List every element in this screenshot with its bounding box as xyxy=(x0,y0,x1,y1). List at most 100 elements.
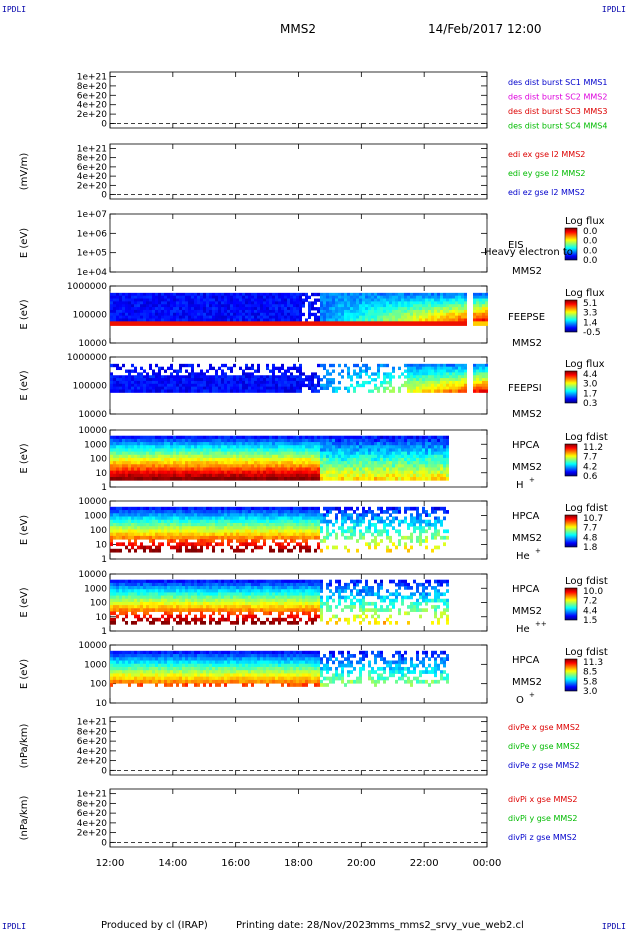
spectrogram-cell xyxy=(158,516,161,521)
spectrogram-cell xyxy=(185,321,188,326)
spectrogram-cell xyxy=(263,473,266,478)
spectrogram-cell xyxy=(146,307,149,311)
spectrogram-cell xyxy=(224,389,227,393)
spectrogram-cell xyxy=(191,366,194,371)
spectrogram-cell xyxy=(224,506,227,511)
spectrogram-cell xyxy=(170,545,173,550)
spectrogram-cell xyxy=(179,298,182,302)
spectrogram-cell xyxy=(197,506,200,511)
spectrogram-cell xyxy=(245,366,248,371)
spectrogram-cell xyxy=(365,307,368,311)
spectrogram-cell xyxy=(233,445,236,449)
spectrogram-cell xyxy=(224,467,227,472)
y-tick-label: 6e+20 xyxy=(77,91,108,101)
spectrogram-cell xyxy=(185,516,188,521)
spectrogram-cell xyxy=(224,304,227,308)
spectrogram-cell xyxy=(425,470,428,475)
spectrogram-cell xyxy=(278,513,281,517)
spectrogram-cell xyxy=(332,292,335,297)
y-tick-label: 100 xyxy=(90,455,107,465)
spectrogram-cell xyxy=(311,476,314,481)
spectrogram-cell xyxy=(215,292,218,297)
spectrogram-cell xyxy=(179,321,182,326)
spectrogram-cell xyxy=(275,380,278,385)
spectrogram-cell xyxy=(212,438,215,443)
spectrogram-cell xyxy=(158,506,161,511)
spectrogram-cell xyxy=(365,318,368,322)
spectrogram-cell xyxy=(251,522,254,527)
spectrogram-cell xyxy=(236,321,239,326)
spectrogram-cell xyxy=(332,451,335,456)
spectrogram-cell xyxy=(122,292,125,297)
spectrogram-cell xyxy=(200,375,203,379)
spectrogram-cell xyxy=(413,461,416,465)
spectrogram-cell xyxy=(425,445,428,449)
spectrogram-cell xyxy=(305,519,308,524)
spectrogram-cell xyxy=(128,516,131,521)
spectrogram-cell xyxy=(416,369,419,373)
spectrogram-cell xyxy=(203,473,206,478)
spectrogram-cell xyxy=(230,464,233,468)
spectrogram-cell xyxy=(482,315,485,319)
spectrogram-cell xyxy=(377,301,380,305)
spectrogram-cell xyxy=(206,522,209,527)
spectrogram-cell xyxy=(314,529,317,534)
spectrogram-cell xyxy=(191,312,194,317)
spectrogram-cell xyxy=(191,445,194,449)
spectrogram-cell xyxy=(140,522,143,527)
spectrogram-cell xyxy=(428,366,431,371)
spectrogram-cell xyxy=(239,457,242,462)
spectrogram-cell xyxy=(284,532,287,537)
spectrogram-cell xyxy=(188,473,191,478)
spectrogram-cell xyxy=(452,366,455,371)
spectrogram-cell xyxy=(206,510,209,514)
spectrogram-cell xyxy=(188,542,191,547)
spectrogram-cell xyxy=(257,461,260,465)
spectrogram-cell xyxy=(113,378,116,382)
spectrogram-cell xyxy=(113,454,116,459)
spectrogram-cell xyxy=(374,298,377,302)
spectrogram-cell xyxy=(476,295,479,300)
spectrogram-cell xyxy=(443,470,446,475)
spectrogram-cell xyxy=(479,318,482,322)
spectrogram-cell xyxy=(341,464,344,468)
spectrogram-cell xyxy=(209,438,212,443)
spectrogram-cell xyxy=(116,321,119,326)
spectrogram-cell xyxy=(131,519,134,524)
spectrogram-cell xyxy=(365,467,368,472)
spectrogram-cell xyxy=(119,451,122,456)
y-tick-label: 0 xyxy=(101,191,107,201)
spectrogram-cell xyxy=(158,548,161,553)
spectrogram-cell xyxy=(212,435,215,440)
spectrogram-cell xyxy=(428,448,431,453)
spectrogram-cell xyxy=(407,445,410,449)
spectrogram-cell xyxy=(221,448,224,453)
spectrogram-cell xyxy=(344,442,347,446)
spectrogram-cell xyxy=(449,298,452,302)
spectrogram-cell xyxy=(173,510,176,514)
spectrogram-cell xyxy=(263,542,266,547)
spectrogram-cell xyxy=(431,442,434,446)
spectrogram-cell xyxy=(407,363,410,368)
spectrogram-cell xyxy=(320,435,323,440)
spectrogram-cell xyxy=(191,292,194,297)
spectrogram-cell xyxy=(185,510,188,514)
spectrogram-cell xyxy=(374,315,377,319)
spectrogram-cell xyxy=(125,375,128,379)
spectrogram-cell xyxy=(122,380,125,385)
spectrogram-cell xyxy=(119,366,122,371)
spectrogram-cell xyxy=(233,476,236,481)
spectrogram-cell xyxy=(344,307,347,311)
spectrogram-cell xyxy=(287,529,290,534)
spectrogram-cell xyxy=(158,442,161,446)
spectrogram-cell xyxy=(212,535,215,540)
spectrogram-cell xyxy=(410,467,413,472)
spectrogram-cell xyxy=(269,442,272,446)
spectrogram-cell xyxy=(161,457,164,462)
spectrogram-cell xyxy=(350,318,353,322)
spectrogram-cell xyxy=(284,522,287,527)
spectrogram-cell xyxy=(116,383,119,388)
spectrogram-cell xyxy=(263,461,266,465)
spectrogram-cell xyxy=(299,442,302,446)
spectrogram-cell xyxy=(434,457,437,462)
